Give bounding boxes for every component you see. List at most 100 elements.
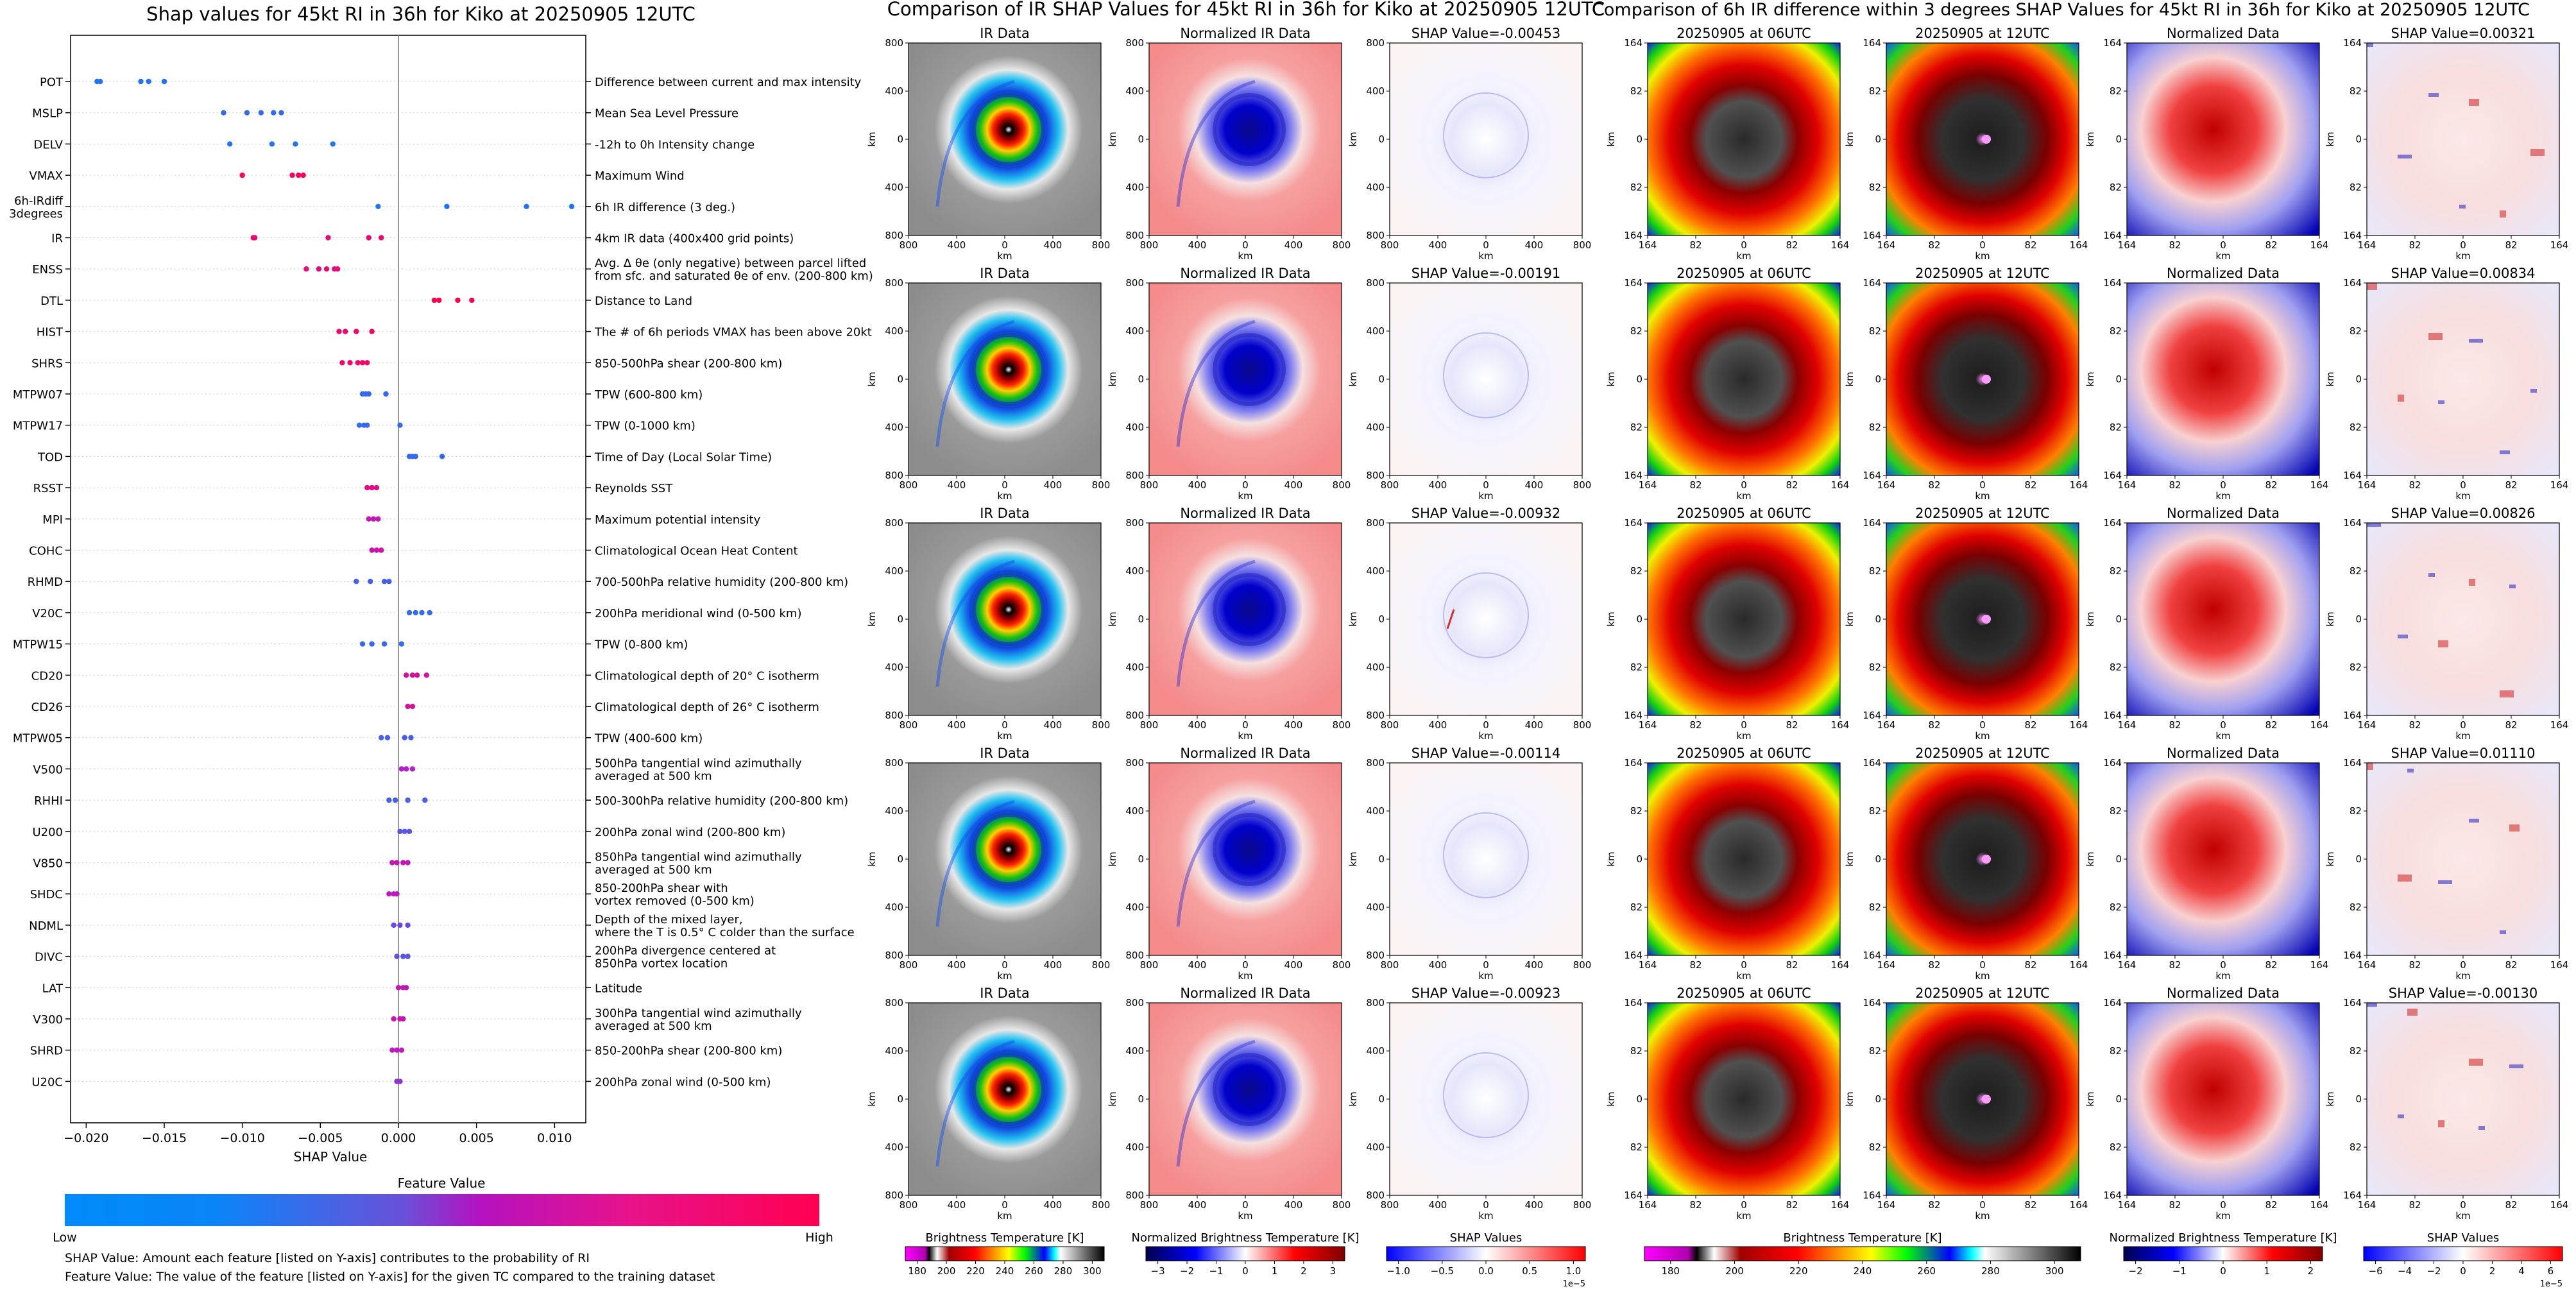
x-tick-label: 400	[1284, 1199, 1303, 1211]
shap-point	[403, 985, 409, 991]
y-tick-label: 82	[2350, 85, 2362, 97]
image-panel: SHAP Value=-0.00932800800400400004004008…	[1347, 506, 1591, 742]
panel-title: SHAP Value=-0.00453	[1412, 26, 1561, 41]
x-tick-label: 400	[1429, 719, 1447, 731]
x-tick-label: 82	[1689, 1199, 1702, 1211]
feature-description: 500hPa tangential wind azimuthally averag…	[595, 756, 802, 783]
y-tick-label: 82	[1869, 85, 1881, 97]
x-tick-label: 82	[2409, 479, 2421, 491]
shap-point	[397, 922, 403, 928]
y-tick-label: 82	[2350, 182, 2362, 193]
y-tick-label: 82	[1630, 1045, 1642, 1057]
panel-image	[2367, 283, 2559, 475]
y-tick-label: 82	[2350, 805, 2362, 817]
feature-name: MTPW15	[13, 638, 63, 652]
y-tick-label: 400	[885, 1141, 903, 1153]
shap-point	[296, 172, 302, 178]
colorbar-tick-label: 200	[937, 1265, 956, 1277]
y-tick-label: 800	[885, 1190, 903, 1201]
x-tick-label: 400	[1429, 959, 1447, 971]
y-tick-label: 82	[2110, 422, 2122, 433]
y-tick-label: 400	[885, 182, 903, 193]
x-tick-label: 800	[1333, 1199, 1351, 1211]
shap-patch	[2367, 1003, 2377, 1007]
eye-marker	[1982, 855, 1991, 864]
feature-description: 850-500hPa shear (200-800 km)	[595, 357, 782, 370]
feature-description: TPW (0-1000 km)	[594, 420, 695, 433]
shap-point	[444, 203, 450, 209]
shap-point	[413, 610, 418, 616]
x-tick-label: 164	[2310, 239, 2329, 251]
shap-point	[366, 516, 371, 522]
shap-point	[384, 735, 391, 740]
image-panel: 20250905 at 12UTC1641648282008282164164k…	[1844, 986, 2088, 1222]
feature-name: MSLP	[32, 107, 63, 121]
colorbar-tick-label: −3	[1151, 1265, 1165, 1277]
y-tick-label: 82	[1869, 565, 1881, 577]
panel-image	[1390, 283, 1582, 475]
y-tick-label: 164	[1863, 710, 1881, 721]
y-tick-label: 164	[2343, 470, 2362, 481]
shap-point	[423, 672, 429, 678]
shap-patch	[2407, 769, 2414, 773]
shap-point	[381, 641, 388, 647]
x-tick-label: 82	[1786, 239, 1798, 251]
y-tick-label: 0	[1138, 373, 1144, 385]
y-tick-label: 800	[1125, 1190, 1144, 1201]
note-shap-value: SHAP Value: Amount each feature [listed …	[65, 1251, 590, 1265]
feature-name: MTPW07	[13, 388, 63, 402]
x-axis-label: km	[1975, 1210, 1990, 1222]
shap-chart-x-axis-label: SHAP Value	[294, 1149, 368, 1165]
y-tick-label: 164	[1863, 1190, 1881, 1201]
y-tick-label: 0	[2115, 613, 2122, 625]
x-tick-label: 0	[1483, 959, 1489, 971]
colorbar-tick-label: 240	[1854, 1265, 1872, 1277]
shap-point	[439, 454, 445, 459]
feature-name: SHRS	[31, 357, 63, 370]
feature-name: COHC	[29, 545, 63, 558]
panel-title: Normalized Data	[2167, 506, 2280, 521]
shap-point	[300, 172, 306, 178]
y-tick-label: 400	[1125, 1141, 1144, 1153]
ir-section-title: Comparison of IR SHAP Values for 45kt RI…	[887, 0, 1605, 20]
colorbar-label: SHAP Values	[2427, 1231, 2500, 1245]
y-tick-label: 800	[885, 37, 903, 49]
y-tick-label: 82	[1869, 1045, 1881, 1057]
image-panel: Normalized Data1641648282008282164164kmk…	[2085, 506, 2328, 742]
x-tick-label: 400	[1284, 239, 1303, 251]
x-tick-label: 82	[2265, 1199, 2277, 1211]
image-panel: SHAP Value=-0.00453800800400400004004008…	[1347, 26, 1591, 262]
y-tick-label: 0	[1378, 853, 1385, 865]
x-tick-label: 82	[2265, 719, 2277, 731]
colorbar-exponent: 1e−5	[1563, 1279, 1585, 1289]
shap-point	[386, 579, 392, 585]
x-tick-label: 82	[2024, 719, 2036, 731]
shap-point	[431, 297, 438, 303]
shap-point	[400, 860, 406, 866]
y-tick-label: 400	[885, 662, 903, 673]
shap-point	[394, 953, 400, 959]
shap-point	[347, 360, 353, 366]
x-tick-label: 800	[900, 959, 918, 971]
y-tick-label: 0	[1636, 613, 1642, 625]
y-tick-label: 800	[1366, 757, 1385, 769]
y-tick-label: 82	[2110, 565, 2122, 577]
y-tick-label: 82	[2350, 662, 2362, 673]
shap-point	[389, 1047, 395, 1053]
y-tick-label: 82	[1869, 325, 1881, 337]
y-tick-label: 164	[2103, 230, 2122, 241]
y-axis-label: km	[2085, 1091, 2096, 1106]
y-tick-label: 164	[1863, 37, 1881, 49]
y-tick-label: 164	[2103, 757, 2122, 769]
y-tick-label: 0	[2115, 853, 2122, 865]
x-tick-label: 82	[1928, 959, 1940, 971]
y-tick-label: 800	[1366, 37, 1385, 49]
shap-point	[269, 141, 275, 147]
image-panel: Normalized IR Data8008004004000040040080…	[1107, 26, 1351, 262]
y-tick-label: 0	[897, 613, 903, 625]
x-tick-label: 800	[1381, 719, 1399, 731]
x-tick-label: 0	[2460, 959, 2466, 971]
y-axis-label: km	[1107, 371, 1118, 386]
shap-point	[221, 110, 226, 115]
